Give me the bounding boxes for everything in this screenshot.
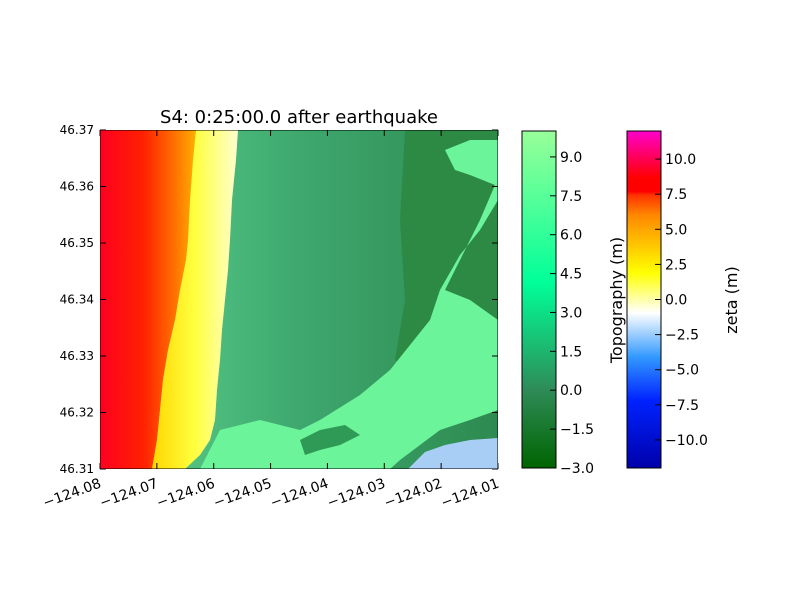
y-tick-label: 46.34 — [60, 293, 94, 307]
colorbar-tick-label: 6.0 — [560, 228, 582, 244]
x-tick-label: −124.06 — [155, 476, 218, 512]
x-tick-label: −124.01 — [439, 476, 502, 512]
x-tick-label: −124.02 — [382, 476, 445, 512]
colorbar-tick-label: 1.5 — [560, 344, 582, 360]
y-tick-label: 46.35 — [60, 236, 94, 250]
y-tick-label: 46.32 — [60, 406, 94, 420]
y-axis-ticks: 46.31 46.32 46.33 46.34 46.35 46.36 46.37 — [60, 123, 498, 476]
topography-colorbar — [521, 130, 557, 469]
colorbar-tick-label: 7.5 — [665, 187, 687, 203]
topography-colorbar-label: Topography (m) — [607, 237, 626, 364]
bay-water — [408, 438, 498, 469]
bright-green-south — [200, 380, 498, 469]
y-tick-label: 46.36 — [60, 180, 94, 194]
colorbar-tick-label: −7.5 — [665, 398, 699, 414]
colorbar-tick-label: −1.5 — [560, 422, 594, 438]
colorbar-tick-label: 0.0 — [665, 293, 687, 309]
colorbar-tick-label: 0.0 — [560, 383, 582, 399]
zeta-colorbar-ticks: −10.0 −7.5 −5.0 −2.5 0.0 2.5 5.0 7.5 10.0 — [655, 152, 708, 449]
colorbar-tick-label: 2.5 — [665, 257, 687, 273]
colorbar-tick-label: −10.0 — [665, 433, 708, 449]
x-tick-label: −124.07 — [98, 476, 161, 512]
topography-colorbar-ticks: −3.0 −1.5 0.0 1.5 3.0 4.5 6.0 7.5 9.0 — [550, 150, 594, 477]
map-image — [100, 130, 498, 469]
colorbar-tick-label: 3.0 — [560, 305, 582, 321]
ocean-zeta — [100, 130, 196, 469]
surf-zone — [152, 130, 238, 469]
lowland-creek — [300, 425, 360, 455]
colorbar-tick-label: 4.5 — [560, 267, 582, 283]
chart-title: S4: 0:25:00.0 after earthquake — [160, 107, 438, 128]
colorbar-tick-label: 7.5 — [560, 189, 582, 205]
y-tick-label: 46.33 — [60, 349, 94, 363]
zeta-colorbar-label: zeta (m) — [722, 266, 741, 333]
colorbar-tick-label: 9.0 — [560, 150, 582, 166]
bright-green-hills — [250, 140, 498, 469]
x-tick-label: −124.08 — [41, 476, 104, 512]
x-tick-label: −124.04 — [268, 476, 331, 512]
colorbar-tick-label: 10.0 — [665, 152, 696, 168]
colorbar-tick-label: 5.0 — [665, 222, 687, 238]
x-tick-label: −124.05 — [211, 476, 274, 512]
y-tick-label: 46.31 — [60, 462, 94, 476]
colorbar-tick-label: −5.0 — [665, 363, 699, 379]
colorbar-tick-label: −2.5 — [665, 328, 699, 344]
x-tick-label: −124.03 — [325, 476, 388, 512]
y-tick-label: 46.37 — [60, 123, 94, 137]
colorbar-tick-label: −3.0 — [560, 461, 594, 477]
